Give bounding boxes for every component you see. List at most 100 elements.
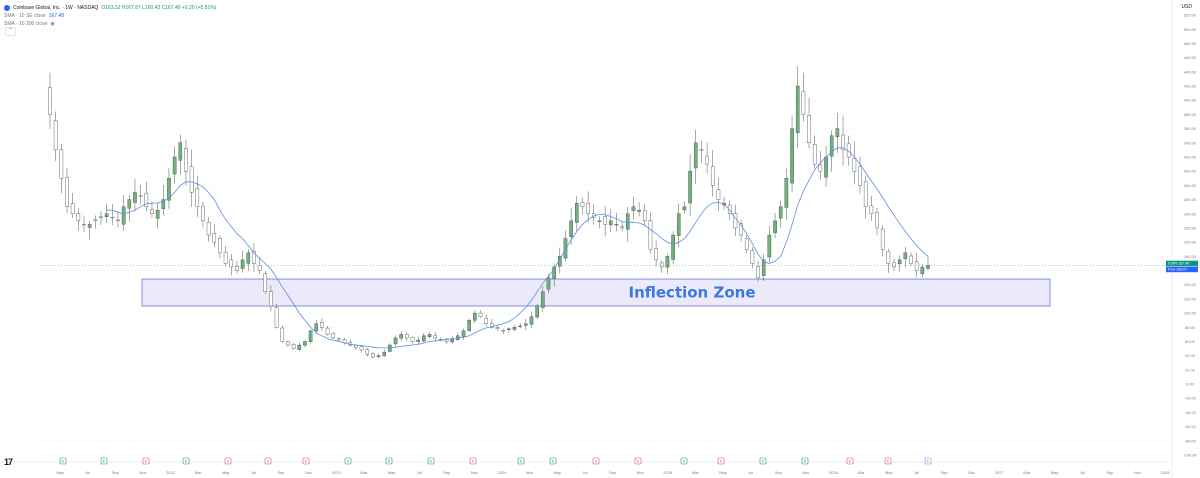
- earnings-marker-icon: [846, 457, 854, 465]
- candle-body: [116, 219, 120, 222]
- candle-body: [699, 149, 704, 151]
- candle-body: [65, 176, 69, 207]
- candle-body: [914, 261, 919, 271]
- y-tick-label: 220.00: [1184, 225, 1197, 230]
- candle-body: [841, 134, 845, 151]
- earnings-marker-label: E: [472, 459, 475, 464]
- candle-body: [331, 333, 336, 339]
- y-tick-label: 180.00: [1184, 254, 1197, 259]
- y-tick-label: 520.00: [1184, 13, 1197, 18]
- x-tick-label: Nov: [471, 470, 478, 475]
- x-tick-label: Nov: [637, 470, 644, 475]
- earnings-marker-icon: [344, 457, 352, 465]
- candle-body: [178, 142, 183, 161]
- candle-body: [812, 144, 817, 165]
- candle-body: [467, 319, 471, 331]
- candle-body: [337, 338, 341, 341]
- candle-body: [229, 259, 234, 268]
- candle-body: [167, 178, 171, 201]
- x-tick-label: Sep: [443, 470, 451, 475]
- candle-body: [274, 307, 279, 328]
- x-tick-label: Jul: [1080, 470, 1085, 475]
- collapse-legend-button[interactable]: ⌃: [5, 27, 16, 36]
- x-tick-label: Nov: [139, 470, 146, 475]
- candle-body: [863, 181, 868, 207]
- ma1-value: 167.48: [48, 13, 64, 19]
- candle-body: [473, 312, 477, 321]
- candle-body: [756, 266, 760, 278]
- x-tick-label: May: [885, 470, 893, 475]
- candle-body: [693, 142, 698, 169]
- x-tick-label: May: [553, 470, 561, 475]
- ma1-label[interactable]: SMA · 10 SE close: [4, 13, 46, 19]
- earnings-marker-icon: [592, 457, 600, 465]
- y-tick-label: 340.00: [1184, 140, 1197, 145]
- candle-body: [93, 219, 98, 222]
- candle-body: [603, 216, 607, 225]
- candle-body: [433, 335, 437, 339]
- y-tick-label: 400.00: [1184, 98, 1197, 103]
- y-tick-label: 200.00: [1184, 240, 1197, 245]
- earnings-marker-label: E: [804, 459, 807, 464]
- candle-body: [308, 330, 313, 342]
- candle-body: [422, 335, 426, 342]
- earnings-marker-icon: [224, 457, 232, 465]
- y-tick-label: 420.00: [1184, 84, 1197, 89]
- y-tick-label: -40.00: [1184, 410, 1196, 415]
- earnings-marker-label: E: [430, 459, 433, 464]
- x-tick-label: 2027: [995, 470, 1005, 475]
- candle-body: [739, 223, 743, 236]
- x-tick-label: May: [1051, 470, 1059, 475]
- x-tick-label: Nov: [1134, 470, 1141, 475]
- candle-body: [795, 85, 800, 134]
- candle-body: [676, 213, 681, 236]
- legend: Coinbase Global, Inc. · 1W · NASDAQ O163…: [4, 4, 216, 28]
- y-tick-label: 60.00: [1185, 339, 1196, 344]
- earnings-marker-label: E: [305, 459, 308, 464]
- earnings-marker-label: E: [227, 459, 230, 464]
- earnings-marker-label: E: [762, 459, 765, 464]
- candle-body: [518, 325, 522, 327]
- earnings-marker-icon: [717, 457, 725, 465]
- x-tick-label: Mar: [526, 470, 534, 475]
- candle-body: [824, 156, 828, 178]
- earnings-marker-icon: [264, 457, 272, 465]
- candle-body: [150, 209, 154, 214]
- candle-body: [773, 220, 777, 234]
- y-tick-label: 440.00: [1184, 69, 1197, 74]
- eye-icon[interactable]: ◉: [50, 21, 55, 27]
- candle-body: [665, 256, 670, 268]
- x-tick-label: 2022: [166, 470, 176, 475]
- candle-body: [48, 87, 52, 115]
- tradingview-logo-icon[interactable]: 17: [4, 457, 13, 467]
- x-tick-label: Mar: [360, 470, 368, 475]
- earnings-marker-label: E: [927, 459, 930, 464]
- candle-body: [359, 346, 364, 351]
- candle-body: [869, 205, 874, 214]
- candle-body: [750, 250, 755, 264]
- ma2-label[interactable]: SMA · 10 200 close: [4, 21, 48, 27]
- symbol-title[interactable]: Coinbase Global, Inc. · 1W · NASDAQ: [13, 5, 99, 11]
- candle-body: [138, 195, 143, 197]
- candle-body: [427, 334, 432, 337]
- candle-body: [490, 323, 494, 328]
- earnings-marker-icon: [924, 457, 932, 465]
- candle-body: [512, 327, 517, 330]
- candle-body: [110, 216, 115, 219]
- x-tick-label: Sep: [1106, 470, 1114, 475]
- candle-body: [99, 216, 103, 218]
- candle-body: [529, 316, 534, 325]
- y-tick-label: 460.00: [1184, 55, 1197, 60]
- candle-body: [314, 323, 319, 332]
- x-tick-label: Nov: [305, 470, 312, 475]
- currency-label[interactable]: USD: [1181, 4, 1192, 10]
- inflection-zone-label: Inflection Zone: [629, 284, 756, 302]
- x-tick-label: Jul: [914, 470, 919, 475]
- candle-body: [104, 213, 109, 218]
- y-tick-label: 20.00: [1185, 367, 1196, 372]
- candle-body: [818, 164, 823, 172]
- x-tick-label: Jul: [85, 470, 90, 475]
- x-tick-label: Nov: [968, 470, 975, 475]
- candle-body: [303, 341, 307, 346]
